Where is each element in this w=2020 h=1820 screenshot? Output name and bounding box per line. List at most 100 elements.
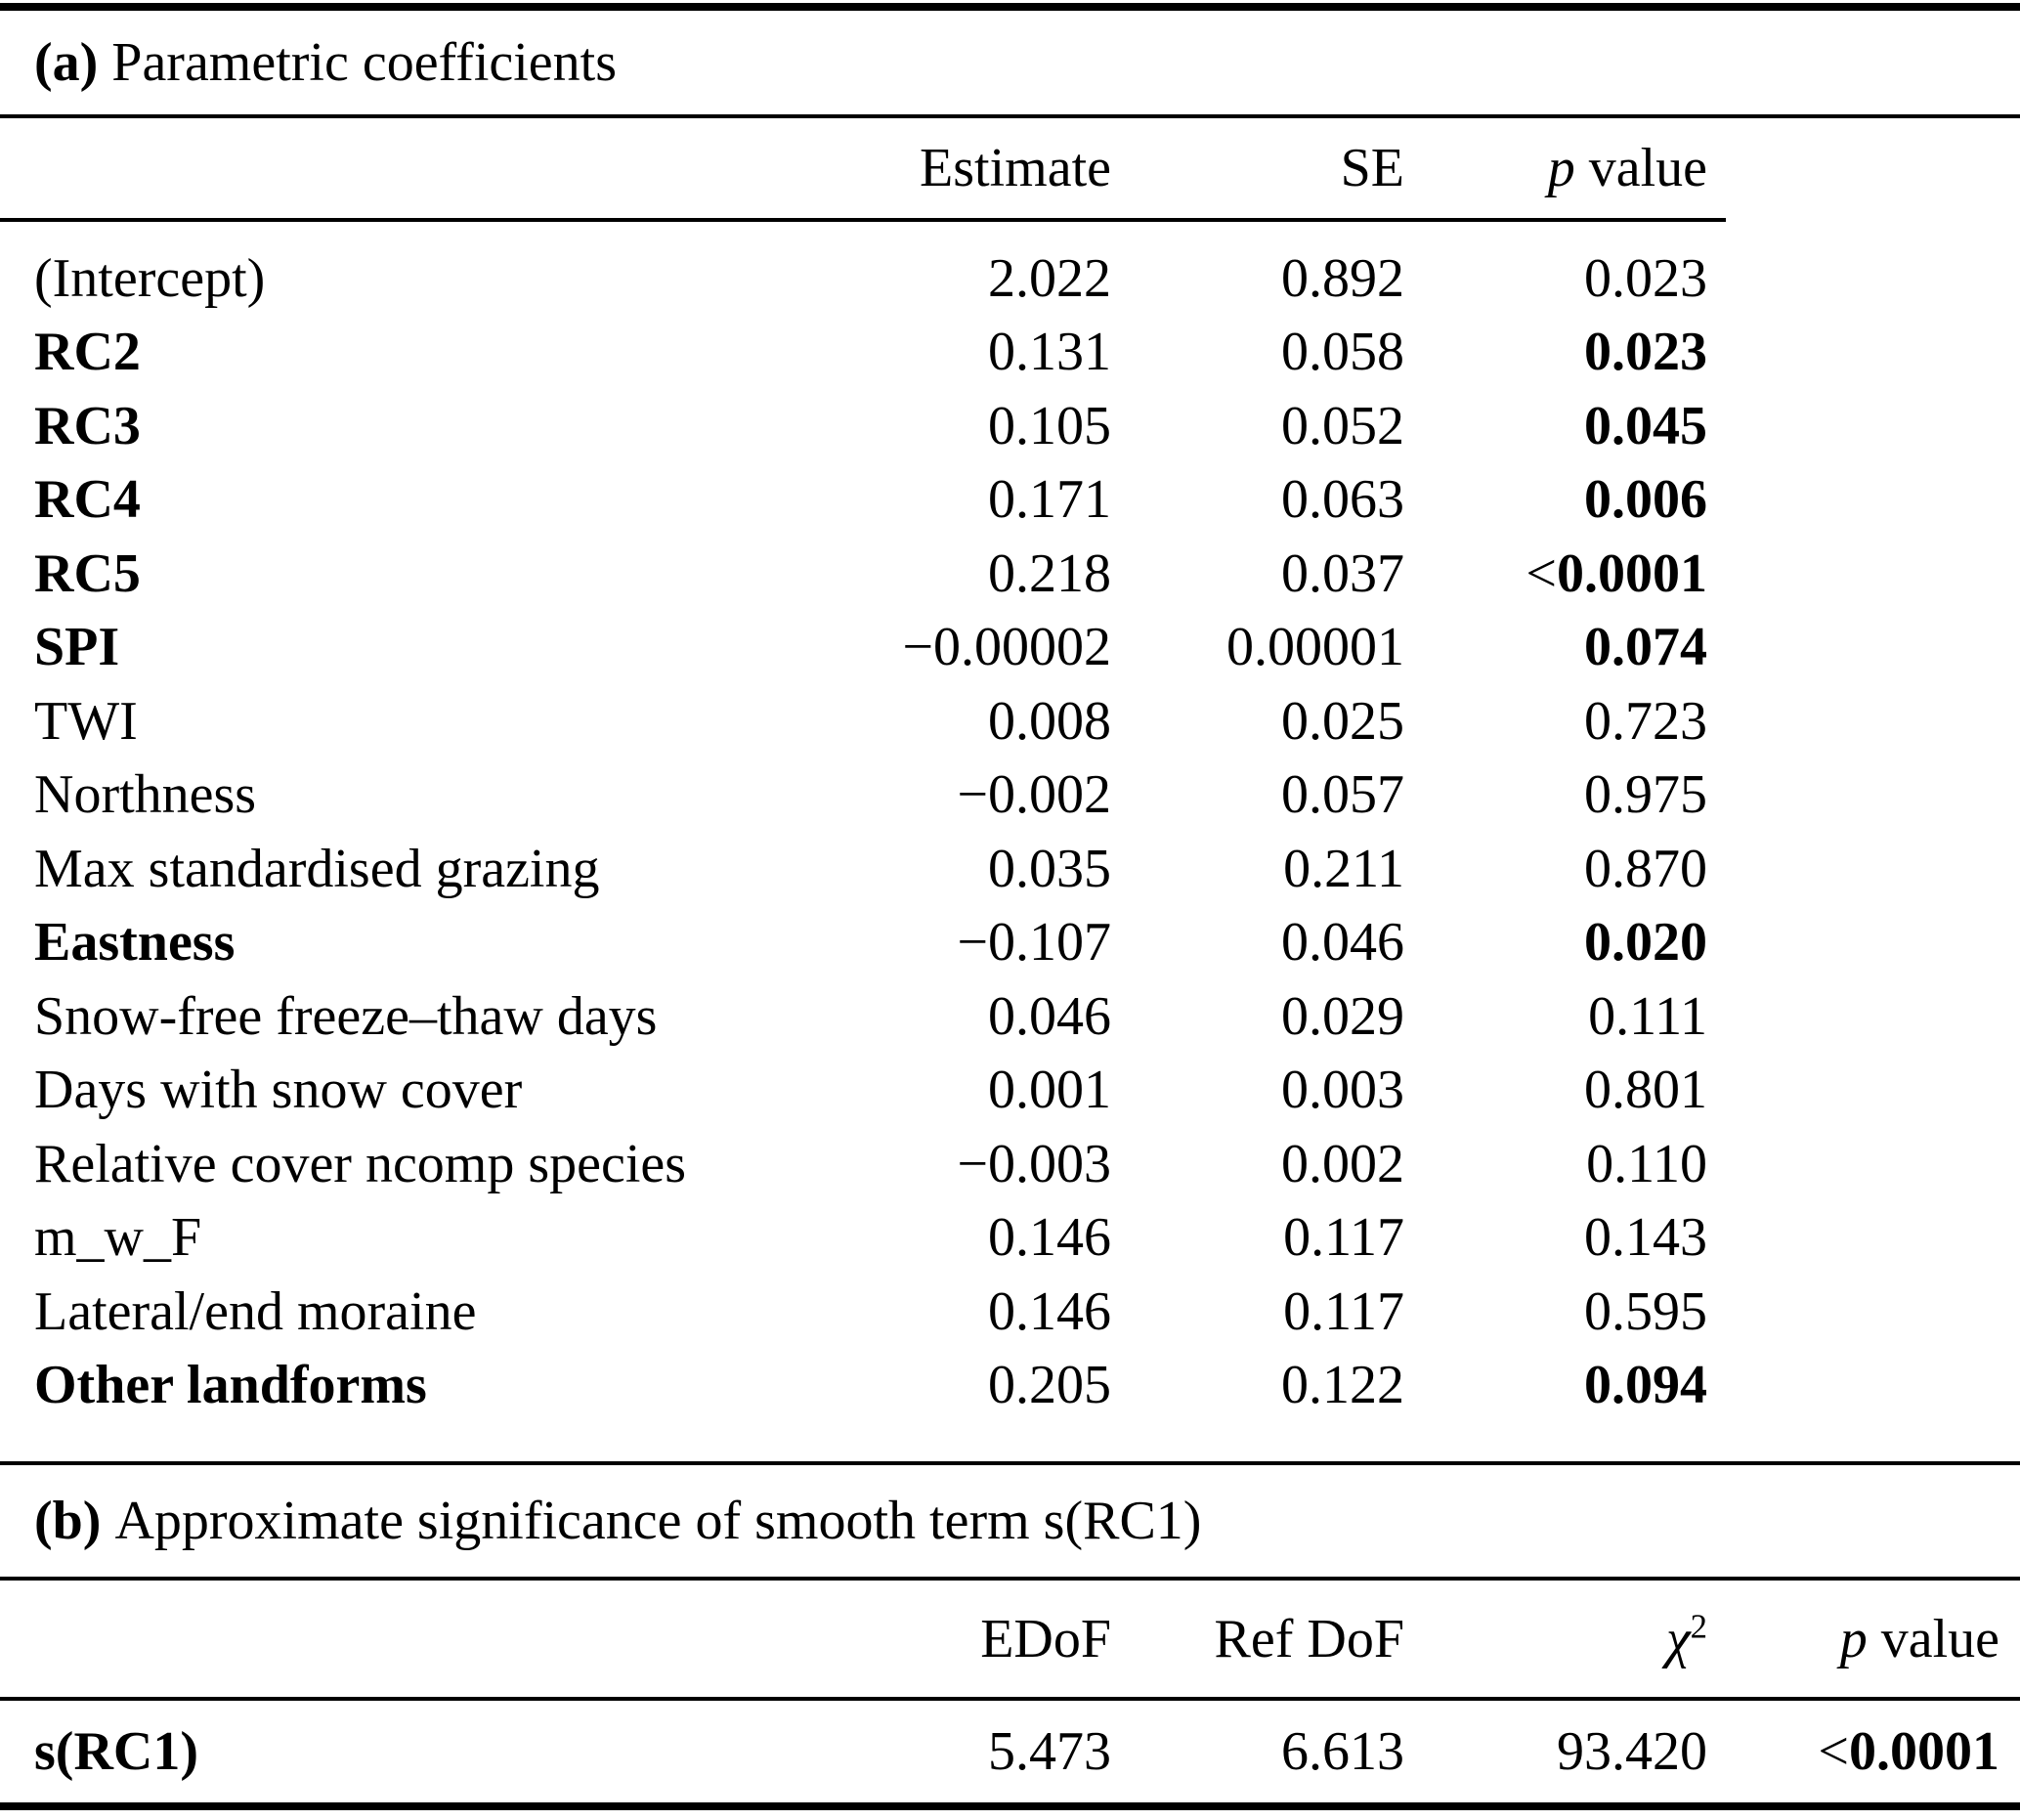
table-row: RC4 0.171 0.063 0.006	[0, 463, 2020, 538]
estimate-value: 0.046	[988, 985, 1111, 1047]
p-value: 0.870	[1584, 838, 1707, 899]
row-label: SPI	[34, 617, 120, 678]
row-label: TWI	[34, 690, 138, 752]
se-value: 0.046	[1281, 912, 1404, 974]
row-label: Days with snow cover	[34, 1060, 523, 1121]
estimate-value: 0.001	[988, 1060, 1111, 1121]
se-value: 0.122	[1281, 1355, 1404, 1416]
p-value: 0.111	[1588, 985, 1707, 1047]
p-value: 0.110	[1586, 1133, 1707, 1194]
estimate-value: 0.218	[988, 542, 1111, 604]
p-value: 0.045	[1584, 395, 1707, 456]
section-a-title-text: Parametric coefficients	[111, 32, 618, 93]
table-row: Northness −0.002 0.057 0.975	[0, 758, 2020, 833]
top-rule	[0, 3, 2020, 11]
se-value: 0.058	[1281, 322, 1404, 383]
table-row: Days with snow cover 0.001 0.003 0.801	[0, 1054, 2020, 1128]
section-b-header-row: EDoF Ref DoF χ2 p value	[0, 1581, 2020, 1697]
row-label: s(RC1)	[34, 1721, 198, 1782]
p-value: <0.0001	[1526, 542, 1707, 604]
row-label: Snow-free freeze–thaw days	[34, 985, 658, 1047]
se-value: 0.052	[1281, 395, 1404, 456]
estimate-value: −0.00002	[902, 617, 1111, 678]
se-value: 0.892	[1281, 247, 1404, 309]
table-row: Max standardised grazing 0.035 0.211 0.870	[0, 832, 2020, 906]
refdof-value: 6.613	[1281, 1721, 1404, 1782]
p-value: 0.975	[1584, 764, 1707, 826]
row-label: Relative cover ncomp species	[34, 1133, 687, 1194]
row-label: Max standardised grazing	[34, 838, 600, 899]
p-value: 0.723	[1584, 690, 1707, 752]
table-row: s(RC1) 5.473 6.613 93.420 <0.0001	[0, 1701, 2020, 1802]
col-header-p-value: p value	[1547, 138, 1707, 198]
p-value: 0.023	[1584, 247, 1707, 309]
estimate-value: 0.171	[988, 469, 1111, 531]
p-value: 0.020	[1584, 912, 1707, 974]
rule-below-a-title	[0, 114, 2020, 118]
se-value: 0.211	[1283, 838, 1404, 899]
section-a-label: (a)	[34, 32, 99, 93]
table-row: Other landforms 0.205 0.122 0.094	[0, 1349, 2020, 1423]
rule-below-a-header	[0, 218, 1726, 222]
estimate-value: 0.146	[988, 1280, 1111, 1342]
row-label: RC4	[34, 469, 141, 531]
row-label: (Intercept)	[34, 247, 266, 309]
estimate-value: 0.105	[988, 395, 1111, 456]
section-a-body: (Intercept) 2.022 0.892 0.023 RC2 0.131 0.058 0…	[0, 222, 2020, 1461]
section-a-header-block: Estimate SE p value	[0, 118, 1726, 222]
p-value: 0.595	[1584, 1280, 1707, 1342]
col-header-chi-squared: χ2	[1666, 1606, 1707, 1669]
se-value: 0.029	[1281, 985, 1404, 1047]
table-row: RC5 0.218 0.037 <0.0001	[0, 537, 2020, 611]
section-a-title: (a) Parametric coefficients	[0, 11, 2020, 114]
row-label: Northness	[34, 764, 257, 826]
edof-value: 5.473	[988, 1721, 1111, 1782]
col-header-p-value: p value	[1839, 1608, 1999, 1669]
p-value: 0.143	[1584, 1207, 1707, 1269]
row-label: RC3	[34, 395, 141, 456]
table-row: Relative cover ncomp species −0.003 0.002 0…	[0, 1127, 2020, 1201]
section-b-body: s(RC1) 5.473 6.613 93.420 <0.0001	[0, 1701, 2020, 1802]
col-header-refdof: Ref DoF	[1214, 1608, 1404, 1669]
row-label: RC2	[34, 322, 141, 383]
table-row: Eastness −0.107 0.046 0.020	[0, 906, 2020, 980]
estimate-value: 0.205	[988, 1355, 1111, 1416]
p-value: 0.094	[1584, 1355, 1707, 1416]
table-row: m_w_F 0.146 0.117 0.143	[0, 1201, 2020, 1276]
row-label: RC5	[34, 542, 141, 604]
rule-below-b-header	[0, 1697, 2020, 1701]
table-row: RC3 0.105 0.052 0.045	[0, 389, 2020, 463]
table-row: TWI 0.008 0.025 0.723	[0, 684, 2020, 758]
section-a-header-row: Estimate SE p value	[0, 118, 1726, 218]
section-b-label: (b)	[34, 1491, 102, 1551]
bottom-rule	[0, 1802, 2020, 1810]
table-row: (Intercept) 2.022 0.892 0.023	[0, 241, 2020, 316]
estimate-value: −0.003	[957, 1133, 1111, 1194]
estimate-value: 2.022	[988, 247, 1111, 309]
p-value: 0.023	[1584, 322, 1707, 383]
se-value: 0.063	[1281, 469, 1404, 531]
se-value: 0.057	[1281, 764, 1404, 826]
se-value: 0.117	[1283, 1280, 1404, 1342]
p-value: 0.801	[1584, 1060, 1707, 1121]
table-row: RC2 0.131 0.058 0.023	[0, 316, 2020, 390]
se-value: 0.003	[1281, 1060, 1404, 1121]
section-b-title-text: Approximate significance of smooth term …	[114, 1491, 1202, 1551]
col-header-estimate: Estimate	[920, 138, 1111, 198]
estimate-value: −0.002	[957, 764, 1111, 826]
col-header-se: SE	[1340, 138, 1404, 198]
table-row: Snow-free freeze–thaw days 0.046 0.029 0.11…	[0, 979, 2020, 1054]
chi-squared-value: 93.420	[1557, 1721, 1707, 1782]
row-label: Eastness	[34, 912, 236, 974]
se-value: 0.025	[1281, 690, 1404, 752]
table-row: Lateral/end moraine 0.146 0.117 0.595	[0, 1275, 2020, 1349]
estimate-value: 0.131	[988, 322, 1111, 383]
row-label: Other landforms	[34, 1355, 427, 1416]
row-label: Lateral/end moraine	[34, 1280, 477, 1342]
se-value: 0.002	[1281, 1133, 1404, 1194]
section-b-title: (b) Approximate significance of smooth t…	[0, 1465, 2020, 1577]
p-value: 0.074	[1584, 617, 1707, 678]
rule-above-b-title	[0, 1461, 2020, 1465]
table-row: SPI −0.00002 0.00001 0.074	[0, 611, 2020, 685]
